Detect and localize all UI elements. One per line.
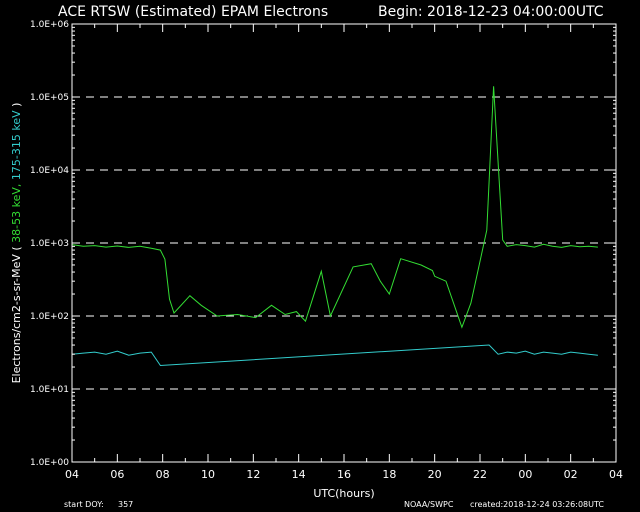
series-line-s1 [71, 86, 598, 329]
start-doy-value: 357 [118, 500, 133, 509]
y-axis-label-series-1: 38-53 keV, [10, 184, 23, 243]
x-axis: 04 06 08 10 12 14 16 18 20 22 00 02 04 [65, 24, 623, 481]
series-group [71, 86, 598, 367]
x-tick-label: 18 [382, 468, 396, 481]
y-tick-label: 1.0E+05 [30, 93, 69, 103]
x-tick-label: 04 [609, 468, 623, 481]
start-doy-label: start DOY: [64, 500, 104, 509]
x-tick-label: 22 [473, 468, 487, 481]
x-tick-label: 16 [337, 468, 351, 481]
series-line-s2 [71, 344, 598, 367]
y-axis-label-series-2: 175-315 keV [10, 110, 23, 180]
x-tick-label: 00 [518, 468, 532, 481]
y-axis-label: Electrons/cm2-s-sr-MeV ( 38-53 keV, 175-… [10, 103, 23, 384]
x-tick-label: 20 [428, 468, 442, 481]
y-tick-label: 1.0E+06 [30, 20, 69, 30]
chart-title: ACE RTSW (Estimated) EPAM Electrons [58, 4, 328, 20]
x-tick-label: 08 [156, 468, 170, 481]
y-tick-label: 1.0E+00 [30, 458, 69, 468]
y-axis-label-paren-close: ) [10, 103, 23, 111]
y-tick-label: 1.0E+04 [30, 166, 69, 176]
created-timestamp: created:2018-12-24 03:26:08UTC [470, 500, 604, 509]
x-axis-label: UTC(hours) [313, 487, 374, 500]
y-axis-label-prefix: Electrons/cm2-s-sr-MeV [10, 251, 23, 384]
x-tick-label: 02 [564, 468, 578, 481]
grid-lines [72, 96, 616, 390]
y-tick-label: 1.0E+03 [30, 239, 69, 249]
y-axis-label-paren-open: ( [10, 243, 23, 251]
y-axis: 1.0E+00 1.0E+01 1.0E+02 1.0E+03 1.0E+04 1.0E+… [30, 20, 616, 468]
x-tick-label: 04 [65, 468, 79, 481]
source-label: NOAA/SWPC [404, 500, 454, 509]
x-tick-label: 12 [246, 468, 260, 481]
x-tick-label: 14 [292, 468, 306, 481]
y-tick-label: 1.0E+02 [30, 312, 69, 322]
y-tick-label: 1.0E+01 [30, 385, 69, 395]
x-tick-label: 10 [201, 468, 215, 481]
x-tick-label: 06 [110, 468, 124, 481]
begin-time: Begin: 2018-12-23 04:00:00UTC [378, 4, 604, 20]
